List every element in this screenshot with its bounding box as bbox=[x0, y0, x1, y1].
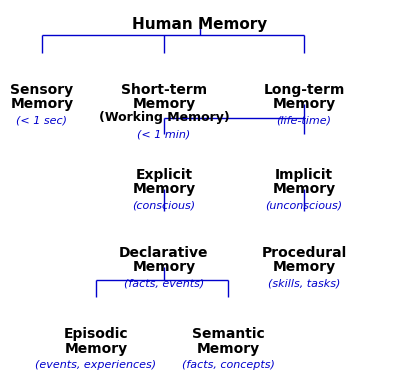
Text: Memory: Memory bbox=[10, 97, 74, 111]
Text: Long-term: Long-term bbox=[263, 83, 345, 97]
Text: Implicit: Implicit bbox=[275, 168, 333, 182]
Text: Memory: Memory bbox=[132, 97, 196, 111]
Text: Procedural: Procedural bbox=[261, 246, 347, 260]
Text: (facts, concepts): (facts, concepts) bbox=[182, 360, 274, 370]
Text: Memory: Memory bbox=[272, 97, 336, 111]
Text: Episodic: Episodic bbox=[64, 327, 128, 342]
Text: Memory: Memory bbox=[272, 260, 336, 274]
Text: (skills, tasks): (skills, tasks) bbox=[268, 279, 340, 289]
Text: Declarative: Declarative bbox=[119, 246, 209, 260]
Text: Human Memory: Human Memory bbox=[132, 17, 268, 32]
Text: Memory: Memory bbox=[196, 342, 260, 356]
Text: (unconscious): (unconscious) bbox=[266, 201, 342, 211]
Text: Explicit: Explicit bbox=[136, 168, 192, 182]
Text: Memory: Memory bbox=[132, 182, 196, 196]
Text: (conscious): (conscious) bbox=[132, 201, 196, 211]
Text: Semantic: Semantic bbox=[192, 327, 264, 342]
Text: (< 1 min): (< 1 min) bbox=[137, 130, 191, 140]
Text: Memory: Memory bbox=[132, 260, 196, 274]
Text: Memory: Memory bbox=[272, 182, 336, 196]
Text: (life-time): (life-time) bbox=[276, 116, 332, 126]
Text: (Working Memory): (Working Memory) bbox=[99, 111, 229, 124]
Text: Short-term: Short-term bbox=[121, 83, 207, 97]
Text: (facts, events): (facts, events) bbox=[124, 279, 204, 289]
Text: (< 1 sec): (< 1 sec) bbox=[16, 116, 68, 126]
Text: Memory: Memory bbox=[64, 342, 128, 356]
Text: (events, experiences): (events, experiences) bbox=[36, 360, 156, 370]
Text: Sensory: Sensory bbox=[10, 83, 74, 97]
